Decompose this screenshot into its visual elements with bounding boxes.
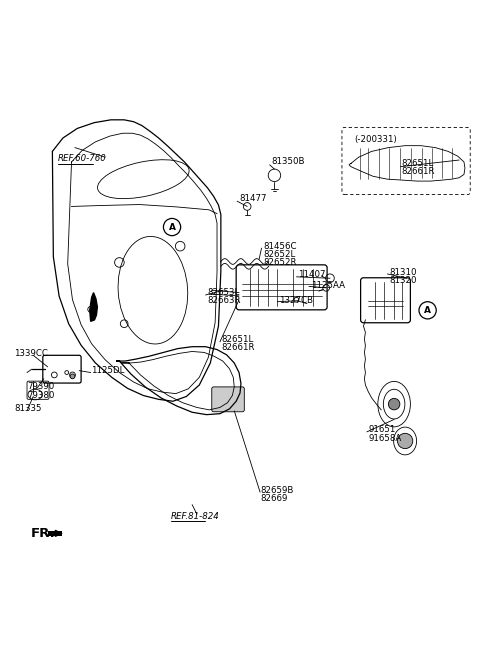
Text: A: A: [424, 306, 431, 315]
Text: A: A: [168, 223, 176, 231]
Text: 1339CC: 1339CC: [14, 349, 48, 358]
Text: REF.81-824: REF.81-824: [170, 512, 219, 520]
Text: FR.: FR.: [30, 527, 55, 540]
Text: 82669: 82669: [260, 494, 288, 503]
Text: 1327CB: 1327CB: [279, 296, 313, 306]
Circle shape: [70, 374, 75, 378]
Text: 82661R: 82661R: [222, 343, 255, 351]
Text: 79390: 79390: [27, 382, 54, 392]
Text: 82651L: 82651L: [222, 334, 254, 344]
FancyBboxPatch shape: [48, 531, 62, 535]
Circle shape: [397, 434, 413, 449]
Text: 79380: 79380: [27, 390, 54, 399]
Text: 82652R: 82652R: [263, 258, 297, 267]
Text: 82661R: 82661R: [402, 167, 435, 176]
Text: 1125AA: 1125AA: [311, 281, 345, 290]
Polygon shape: [90, 292, 97, 321]
Circle shape: [388, 398, 400, 410]
FancyBboxPatch shape: [212, 387, 244, 412]
Text: 81335: 81335: [14, 405, 42, 413]
Circle shape: [419, 302, 436, 319]
Text: 81456C: 81456C: [263, 242, 297, 251]
Text: 81477: 81477: [239, 194, 266, 203]
Text: 11407: 11407: [299, 271, 326, 279]
Text: 82651L: 82651L: [402, 159, 434, 168]
Text: 81320: 81320: [389, 276, 417, 284]
Text: 91658A: 91658A: [368, 434, 401, 443]
Text: 82652L: 82652L: [263, 250, 295, 259]
Text: 91651: 91651: [368, 426, 396, 434]
Text: REF.60-760: REF.60-760: [58, 154, 107, 163]
Text: 81310: 81310: [389, 267, 417, 277]
Text: 82653L: 82653L: [207, 288, 240, 297]
Text: 81350B: 81350B: [271, 158, 305, 166]
Text: 82659B: 82659B: [260, 486, 293, 495]
Circle shape: [163, 218, 180, 236]
Text: 1125DL: 1125DL: [91, 366, 124, 375]
Text: (-200331): (-200331): [354, 135, 396, 144]
Text: 82663R: 82663R: [207, 296, 241, 306]
